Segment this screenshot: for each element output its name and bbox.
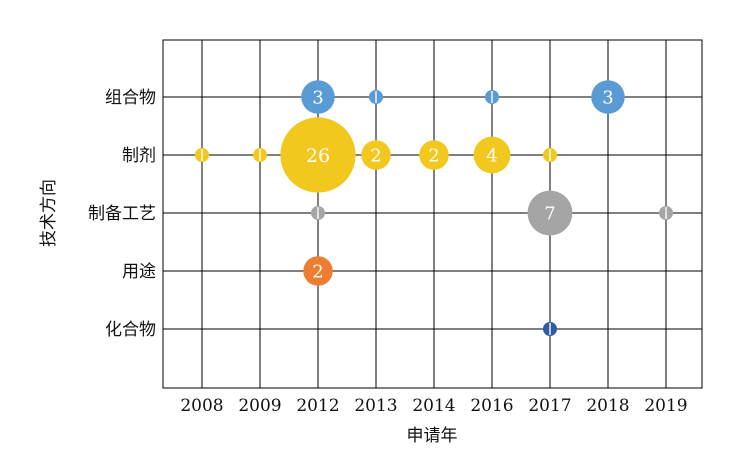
bubbles: 26 7 4 3 3 2 2 2 <box>195 80 673 336</box>
bubble-circle <box>527 190 573 236</box>
bubble-2009-1 <box>253 148 267 162</box>
bubble-circle <box>280 117 356 193</box>
bubble-value-label: 3 <box>312 87 323 108</box>
x-tick-label-2012: 2012 <box>296 396 339 416</box>
bubble-value-label: 3 <box>602 87 613 108</box>
x-tick-label-2019: 2019 <box>644 396 687 416</box>
x-tick-label-2017: 2017 <box>528 396 571 416</box>
y-tick-label-1: 制剂 <box>122 146 156 166</box>
bubble-circle <box>473 136 511 174</box>
bubble-value-label: 2 <box>370 145 381 166</box>
bubble-2013-1: 2 <box>361 140 391 170</box>
bubble-2012-1: 26 <box>280 117 356 193</box>
bubble-2016-1: 4 <box>473 136 511 174</box>
bubble-2014-1: 2 <box>419 140 449 170</box>
x-tick-label-2014: 2014 <box>412 396 455 416</box>
bubble-2008-1 <box>195 148 209 162</box>
bubble-2016-0 <box>485 90 499 104</box>
bubble-2017-4 <box>543 322 557 336</box>
bubble-value-label: 26 <box>306 145 330 167</box>
bubble-value-label: 7 <box>544 203 555 224</box>
y-tick-label-0: 组合物 <box>105 88 156 108</box>
x-tick-labels: 2008 2009 2012 2013 2014 2016 2017 2018 2019 <box>180 396 687 416</box>
bubble-value-label: 2 <box>312 261 323 282</box>
x-tick-label-2008: 2008 <box>180 396 223 416</box>
bubble-2012-3: 2 <box>303 256 333 286</box>
y-tick-label-4: 化合物 <box>105 320 156 340</box>
bubble-circle <box>591 80 625 114</box>
y-tick-label-2: 制备工艺 <box>88 204 156 224</box>
bubble-value-label: 2 <box>428 145 439 166</box>
bubble-circle <box>419 140 449 170</box>
x-tick-label-2013: 2013 <box>354 396 397 416</box>
bubble-2013-0 <box>369 90 383 104</box>
bubble-2017-1 <box>543 148 557 162</box>
bubble-2012-0: 3 <box>301 80 335 114</box>
bubble-circle <box>361 140 391 170</box>
bubble-value-label: 4 <box>486 145 497 166</box>
x-tick-label-2018: 2018 <box>586 396 629 416</box>
y-tick-label-3: 用途 <box>122 262 156 282</box>
bubble-2018-0: 3 <box>591 80 625 114</box>
plot-frame <box>162 39 703 389</box>
bubble-2012-2 <box>311 206 325 220</box>
x-tick-label-2009: 2009 <box>238 396 281 416</box>
bubble-circle <box>301 80 335 114</box>
y-axis-label: 技术方向 <box>39 179 59 247</box>
bubble-2019-2 <box>659 206 673 220</box>
bubble-2017-2: 7 <box>527 190 573 236</box>
x-axis-label: 申请年 <box>407 426 458 446</box>
x-tick-label-2016: 2016 <box>470 396 513 416</box>
bubble-circle <box>303 256 333 286</box>
